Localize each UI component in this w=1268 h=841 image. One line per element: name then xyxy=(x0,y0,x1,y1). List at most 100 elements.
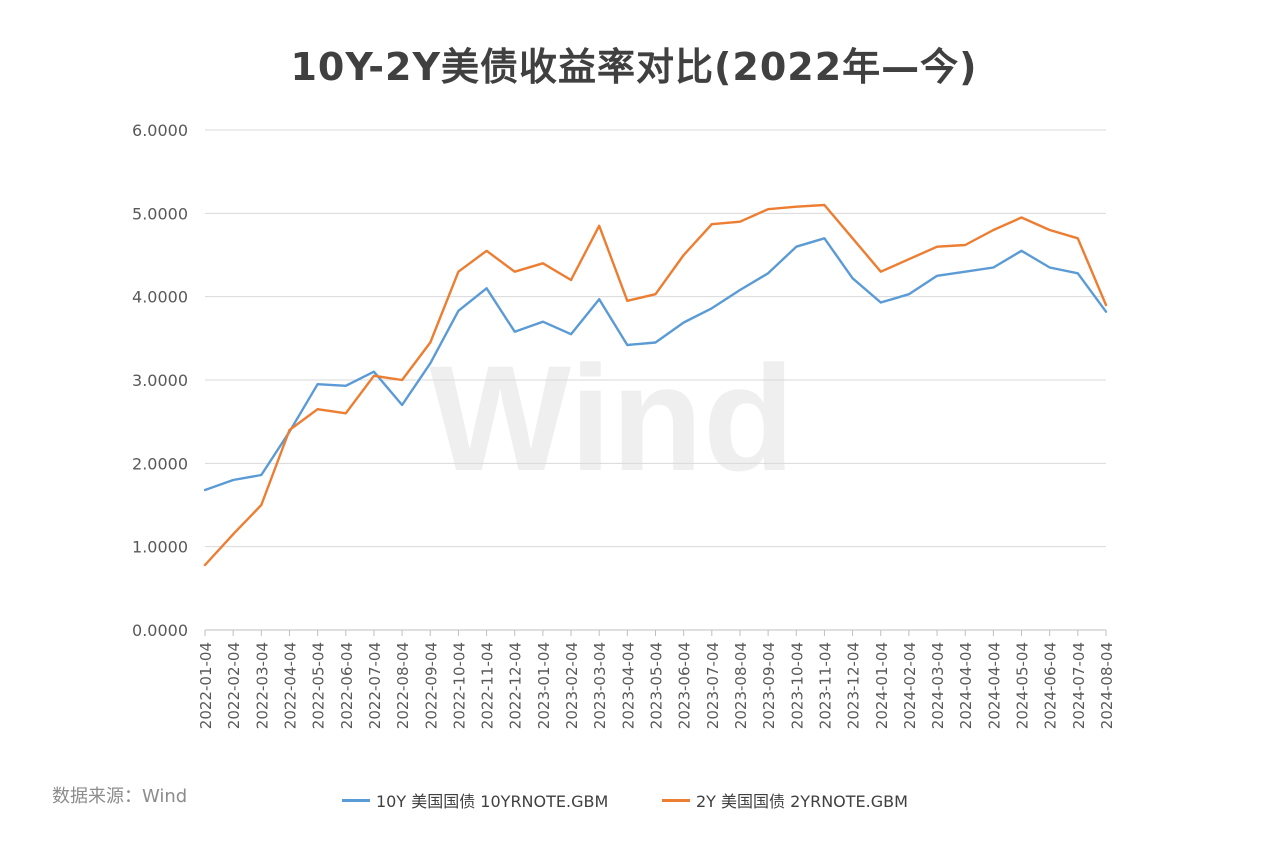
data-point-10y xyxy=(936,275,938,277)
data-point-2y xyxy=(345,412,347,415)
data-point-2y xyxy=(936,245,938,248)
data-point-2y xyxy=(1048,229,1051,231)
data-point-2y xyxy=(851,237,854,240)
data-point-10y xyxy=(401,404,403,406)
data-point-10y xyxy=(1048,266,1051,269)
data-point-2y xyxy=(457,270,460,273)
data-point-10y xyxy=(570,333,572,336)
data-point-2y xyxy=(823,204,826,206)
data-point-2y xyxy=(598,225,600,227)
data-point-10y xyxy=(823,237,826,240)
x-tick-label: 2022-09-04 xyxy=(422,642,440,729)
data-point-10y xyxy=(908,293,910,296)
x-tick-label: 2023-08-04 xyxy=(732,642,750,729)
x-tick-label: 2024-04-04 xyxy=(985,642,1003,729)
data-point-10y xyxy=(992,266,995,269)
data-point-2y xyxy=(1105,304,1107,306)
data-point-2y xyxy=(288,429,291,431)
x-tick-label: 2022-08-04 xyxy=(394,642,412,729)
data-point-10y xyxy=(880,301,882,304)
legend-label-10y: 10Y 美国国债 10YRNOTE.GBM xyxy=(376,792,609,811)
data-point-2y xyxy=(908,258,910,261)
y-tick-label: 0.0000 xyxy=(132,621,188,640)
data-point-10y xyxy=(739,289,741,291)
data-point-10y xyxy=(767,272,769,275)
x-tick-label: 2022-04-04 xyxy=(281,642,299,729)
data-point-10y xyxy=(598,298,600,301)
data-point-10y xyxy=(429,362,432,365)
x-tick-label: 2023-09-04 xyxy=(760,642,778,729)
data-point-2y xyxy=(373,375,375,377)
x-tick-label: 2022-05-04 xyxy=(310,642,328,729)
y-tick-label: 3.0000 xyxy=(132,371,188,390)
data-point-10y xyxy=(795,245,798,248)
x-tick-label: 2024-08-04 xyxy=(1098,642,1116,729)
data-point-2y xyxy=(1077,237,1079,240)
data-point-10y xyxy=(513,330,516,333)
data-point-10y xyxy=(232,479,234,481)
x-tick-label: 2022-06-04 xyxy=(338,642,356,729)
data-point-2y xyxy=(682,254,685,256)
x-tick-label: 2022-11-04 xyxy=(479,642,497,729)
y-tick-label: 5.0000 xyxy=(132,204,188,223)
x-tick-label: 2022-03-04 xyxy=(253,642,271,729)
source-note: 数据来源：Wind xyxy=(52,786,188,807)
data-point-2y xyxy=(316,408,319,411)
x-tick-label: 2022-12-04 xyxy=(507,642,525,729)
data-point-2y xyxy=(485,250,488,252)
legend-swatch-2y xyxy=(662,798,690,802)
data-point-10y xyxy=(204,489,206,491)
x-tick-label: 2024-06-04 xyxy=(1042,642,1060,729)
x-axis: 2022-01-04 2022-02-04 2022-03-04 2022-04-04… xyxy=(197,629,1116,729)
chart-title: 10Y-2Y美债收益率对比(2022年—今) xyxy=(290,45,978,89)
y-axis-ticks: 0.0000 1.0000 2.0000 3.0000 4.0000 5.0000 6.00… xyxy=(132,121,188,640)
data-point-2y xyxy=(401,379,403,381)
data-point-10y xyxy=(1077,272,1079,275)
y-tick-label: 6.0000 xyxy=(132,121,188,140)
data-point-2y xyxy=(513,270,516,273)
x-tick-label: 2023-06-04 xyxy=(676,642,694,729)
data-point-2y xyxy=(711,223,713,225)
data-point-2y xyxy=(429,341,432,344)
x-tick-label: 2022-01-04 xyxy=(197,642,215,729)
x-tick-label: 2022-10-04 xyxy=(450,642,468,729)
x-tick-label: 2023-04-04 xyxy=(619,642,637,729)
x-tick-label: 2023-03-04 xyxy=(591,642,609,729)
data-point-2y xyxy=(260,504,263,506)
data-point-2y xyxy=(1020,216,1023,219)
x-tick-label: 2023-02-04 xyxy=(563,642,581,729)
legend-item-10y: 10Y 美国国债 10YRNOTE.GBM xyxy=(342,788,608,812)
data-point-2y xyxy=(542,262,544,265)
data-point-2y xyxy=(570,279,572,281)
legend-swatch-10y xyxy=(342,798,370,802)
data-point-10y xyxy=(851,277,854,280)
data-point-2y xyxy=(232,533,234,535)
x-tick-label: 2023-07-04 xyxy=(704,642,722,729)
data-point-10y xyxy=(373,370,375,373)
y-tick-label: 1.0000 xyxy=(132,538,188,557)
data-point-2y xyxy=(964,244,966,246)
data-point-10y xyxy=(711,307,713,310)
data-point-2y xyxy=(654,293,657,296)
data-point-10y xyxy=(457,310,460,312)
x-tick-label: 2023-01-04 xyxy=(535,642,553,729)
data-point-10y xyxy=(260,474,263,476)
x-tick-label: 2024-03-04 xyxy=(929,642,947,729)
data-point-10y xyxy=(964,270,966,273)
data-point-10y xyxy=(316,383,319,386)
data-point-10y xyxy=(345,385,347,387)
x-tick-label: 2024-01-04 xyxy=(873,642,891,729)
y-tick-label: 4.0000 xyxy=(132,288,188,307)
data-point-2y xyxy=(204,564,206,566)
x-tick-label: 2024-05-04 xyxy=(1014,642,1032,729)
legend-label-2y: 2Y 美国国债 2YRNOTE.GBM xyxy=(696,792,908,811)
data-point-10y xyxy=(682,321,685,324)
series-lines xyxy=(203,203,1108,567)
x-tick-label: 2024-07-04 xyxy=(1070,642,1088,729)
x-tick-label: 2023-12-04 xyxy=(845,642,863,729)
data-point-2y xyxy=(626,300,629,302)
data-point-2y xyxy=(880,270,882,273)
x-tick-label: 2024-04-04 xyxy=(957,642,975,729)
x-tick-label: 2024-02-04 xyxy=(901,642,919,729)
